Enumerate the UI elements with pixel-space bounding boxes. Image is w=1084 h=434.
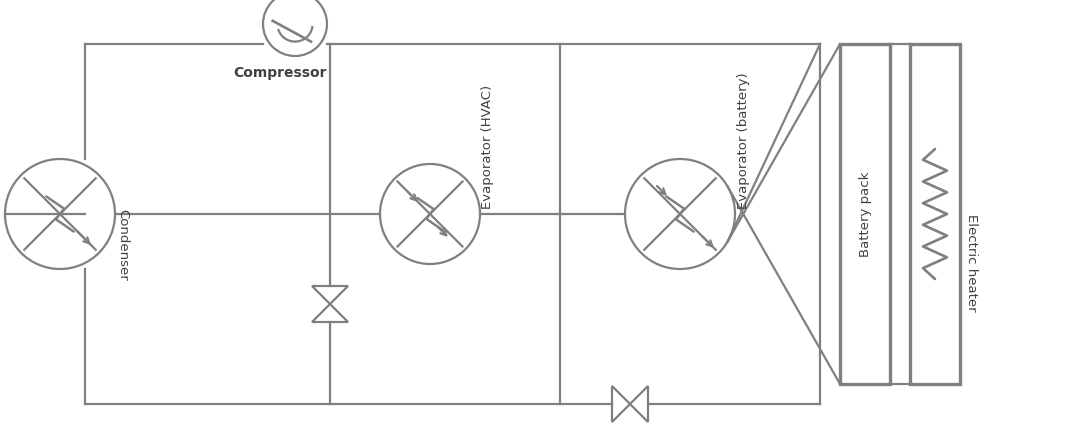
Text: Battery pack: Battery pack — [859, 171, 872, 256]
Bar — [909, 44, 960, 384]
Text: Evaporator (HVAC): Evaporator (HVAC) — [481, 85, 494, 209]
Text: Evaporator (battery): Evaporator (battery) — [736, 72, 749, 209]
Text: Condenser: Condenser — [116, 209, 129, 281]
Text: Compressor: Compressor — [233, 66, 326, 80]
Text: Electric heater: Electric heater — [966, 214, 979, 312]
Bar — [840, 44, 890, 384]
